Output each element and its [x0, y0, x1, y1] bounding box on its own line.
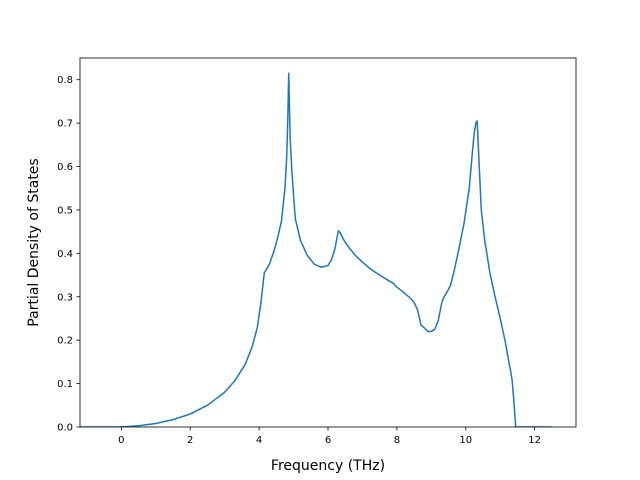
y-tick-label: 0.3 — [57, 292, 73, 303]
x-tick-label: 6 — [325, 435, 331, 446]
y-tick-label: 0.6 — [57, 162, 73, 173]
x-axis: 0 2 4 6 8 10 12 — [118, 427, 541, 446]
y-tick-label: 0.0 — [57, 423, 73, 434]
series-line-0 — [80, 72, 552, 427]
x-tick-label: 2 — [187, 435, 193, 446]
y-tick-label: 0.4 — [57, 249, 73, 260]
x-tick-label: 12 — [528, 435, 541, 446]
x-tick-label: 4 — [256, 435, 262, 446]
y-tick-label: 0.1 — [57, 379, 73, 390]
y-axis-label: Partial Density of States — [26, 158, 42, 326]
x-tick-label: 8 — [394, 435, 400, 446]
y-tick-label: 0.2 — [57, 336, 73, 347]
y-tick-label: 0.5 — [57, 205, 73, 216]
y-tick-label: 0.7 — [57, 119, 73, 130]
y-axis: 0.0 0.1 0.2 0.3 0.4 0.5 0.6 0.7 0.8 — [57, 75, 80, 434]
plot-frame — [79, 57, 577, 428]
x-axis-label: Frequency (THz) — [271, 458, 385, 474]
x-tick-label: 10 — [459, 435, 472, 446]
y-tick-label: 0.8 — [57, 75, 73, 86]
x-tick-label: 0 — [118, 435, 124, 446]
